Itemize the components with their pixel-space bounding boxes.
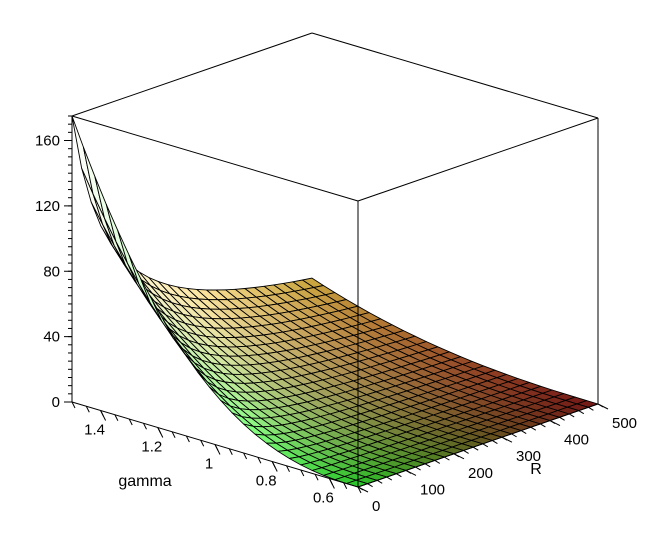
gamma-axis-minor-tick (71, 401, 76, 409)
r-axis-tick (549, 420, 561, 427)
r-tick-label: 300 (516, 448, 541, 465)
gamma-axis-minor-tick (357, 486, 362, 494)
gamma-axis-minor-tick (286, 465, 290, 472)
gamma-axis-label: gamma (118, 473, 171, 490)
r-tick-label: 200 (468, 465, 493, 482)
z-tick-label: 80 (43, 263, 60, 280)
gamma-axis-tick (328, 478, 335, 489)
r-axis: R 0 100 200 300 400 500 (357, 403, 637, 515)
gamma-axis-tick (157, 427, 164, 438)
r-axis-label: R (530, 461, 542, 478)
gamma-axis-tick (100, 410, 107, 421)
gamma-tick-label: 1 (205, 456, 213, 473)
r-axis-minor-tick (520, 430, 527, 434)
r-axis-tick (357, 486, 369, 493)
gamma-axis: gamma 1.4 1.2 1 0.8 0.6 (71, 401, 362, 507)
r-axis-minor-tick (511, 433, 517, 438)
r-axis-tick (597, 403, 609, 410)
box-edge (357, 403, 599, 488)
gamma-axis-minor-tick (114, 414, 119, 421)
r-axis-tick (405, 469, 417, 476)
r-axis-minor-tick (568, 413, 575, 418)
box-edge (357, 117, 599, 202)
box-edge (311, 32, 599, 119)
gamma-tick-label: 1.4 (84, 422, 105, 439)
r-axis-tick (453, 453, 465, 460)
r-axis-minor-tick (463, 450, 469, 454)
gamma-axis-tick (271, 461, 278, 472)
r-axis-tick (501, 436, 513, 443)
surface-mesh (71, 115, 599, 488)
r-axis-minor-tick (482, 443, 489, 448)
r-tick-label: 500 (612, 415, 637, 432)
gamma-axis-minor-tick (228, 448, 233, 455)
r-axis-minor-tick (434, 460, 441, 464)
r-tick-label: 400 (564, 432, 589, 449)
r-axis-minor-tick (540, 423, 546, 428)
r-axis-minor-tick (588, 406, 594, 411)
r-axis-minor-tick (559, 416, 565, 421)
gamma-axis-tick (214, 444, 221, 455)
z-tick-label: 0 (52, 394, 60, 411)
gamma-axis-minor-tick (171, 431, 176, 438)
gamma-tick-label: 1.2 (141, 439, 162, 456)
r-axis-minor-tick (444, 456, 450, 461)
gamma-axis-minor-tick (257, 457, 262, 464)
gamma-tick-label: 0.6 (313, 490, 334, 507)
r-axis-minor-tick (472, 446, 479, 451)
r-axis-minor-tick (492, 440, 498, 444)
z-axis: 0 40 80 120 160 (35, 115, 73, 411)
gamma-axis-minor-tick (343, 482, 348, 489)
z-tick-label: 120 (35, 198, 60, 215)
r-axis-minor-tick (396, 473, 402, 478)
surface-patch (71, 115, 94, 195)
gamma-axis-minor-tick (85, 406, 90, 413)
r-tick-label: 100 (420, 481, 445, 498)
r-tick-label: 0 (372, 498, 380, 515)
r-axis-minor-tick (424, 463, 431, 468)
box-edge (71, 32, 313, 117)
gamma-axis-minor-tick (143, 423, 147, 430)
gamma-axis-minor-tick (200, 440, 205, 447)
z-tick-label: 160 (35, 133, 60, 150)
r-axis-minor-tick (376, 479, 383, 484)
z-tick-label: 40 (43, 329, 60, 346)
gamma-axis-minor-tick (128, 418, 133, 426)
r-axis-minor-tick (367, 483, 373, 488)
box-edge (71, 115, 359, 202)
r-axis-minor-tick (578, 410, 585, 415)
gamma-axis-minor-tick (243, 452, 248, 460)
r-axis-minor-tick (415, 466, 421, 471)
gamma-axis-minor-tick (300, 469, 305, 477)
gamma-axis-minor-tick (314, 474, 319, 481)
r-axis-minor-tick (386, 476, 393, 481)
gamma-axis-minor-tick (185, 435, 190, 443)
gamma-tick-label: 0.8 (256, 473, 277, 490)
r-axis-minor-tick (530, 426, 537, 431)
